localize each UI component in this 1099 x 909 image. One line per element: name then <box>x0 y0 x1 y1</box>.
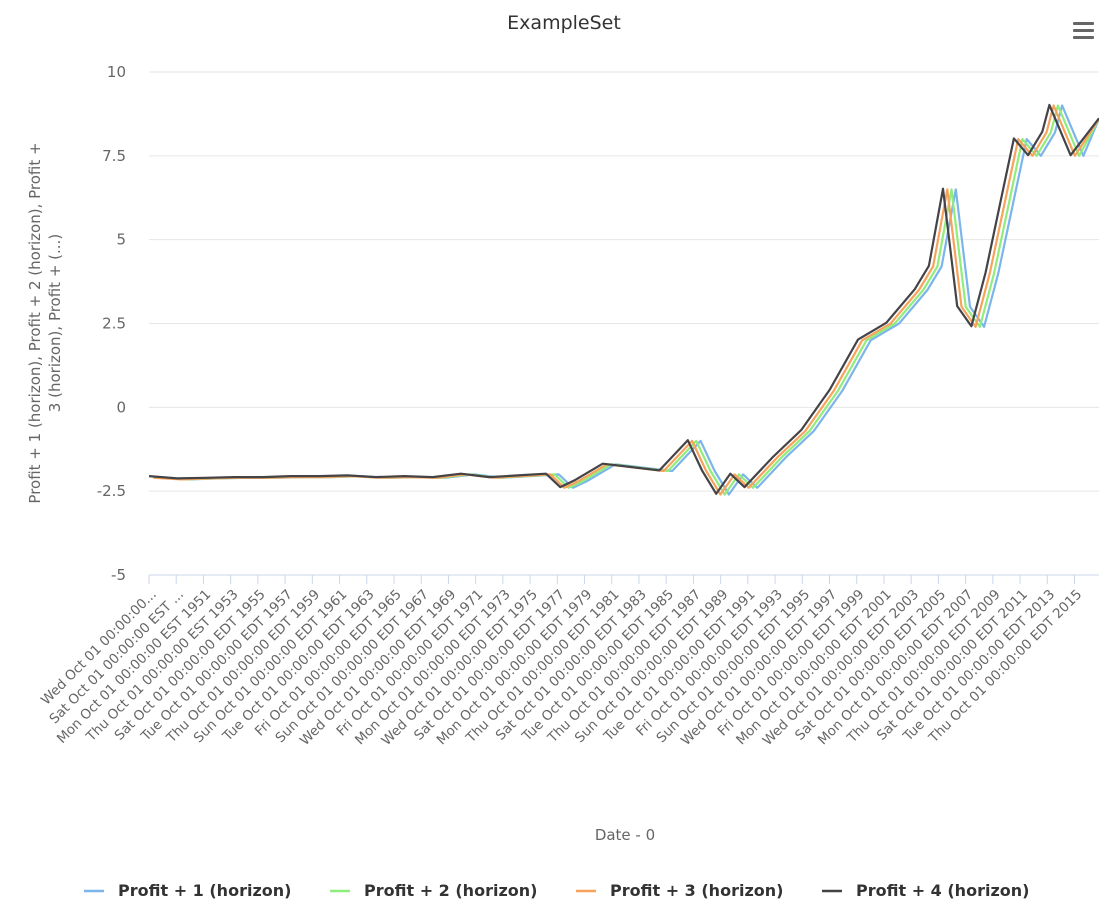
y-tick-label: 2.5 <box>102 315 126 333</box>
y-axis-title-line: Profit + 1 (horizon), Profit + 2 (horizo… <box>26 142 44 503</box>
series-line <box>157 104 1099 496</box>
y-axis-title: Profit + 1 (horizon), Profit + 2 (horizo… <box>26 142 64 503</box>
y-tick-label: -5 <box>111 566 126 584</box>
grid-lines <box>149 71 1099 492</box>
y-axis-title-line: 3 (horizon), Profit + (...) <box>46 234 64 412</box>
series-lines <box>148 103 1099 496</box>
export-menu-button[interactable] <box>1070 18 1096 42</box>
y-tick-label: 0 <box>116 398 126 416</box>
hamburger-menu-icon[interactable] <box>1073 22 1094 25</box>
y-tick-label: 5 <box>116 231 126 249</box>
y-tick-label: 7.5 <box>102 147 126 165</box>
legend-item-label[interactable]: Profit + 3 (horizon) <box>610 881 783 900</box>
y-tick-label: 10 <box>107 63 126 81</box>
legend-item-label[interactable]: Profit + 1 (horizon) <box>118 881 291 900</box>
x-axis: Wed Oct 01 00:00:00...Sat Oct 01 00:00:0… <box>38 574 1099 749</box>
legend-item-label[interactable]: Profit + 2 (horizon) <box>364 881 537 900</box>
legend: Profit + 1 (horizon) Profit + 2 (horizon)… <box>84 881 1029 900</box>
series-line <box>161 104 1099 496</box>
y-tick-label: -2.5 <box>97 482 126 500</box>
chart-title: ExampleSet <box>507 12 621 34</box>
series-line <box>148 103 1099 495</box>
y-axis-tick-labels: 10 7.5 5 2.5 0 -2.5 -5 <box>97 63 126 584</box>
legend-item-label[interactable]: Profit + 4 (horizon) <box>856 881 1029 900</box>
x-axis-title: Date - 0 <box>595 826 655 844</box>
